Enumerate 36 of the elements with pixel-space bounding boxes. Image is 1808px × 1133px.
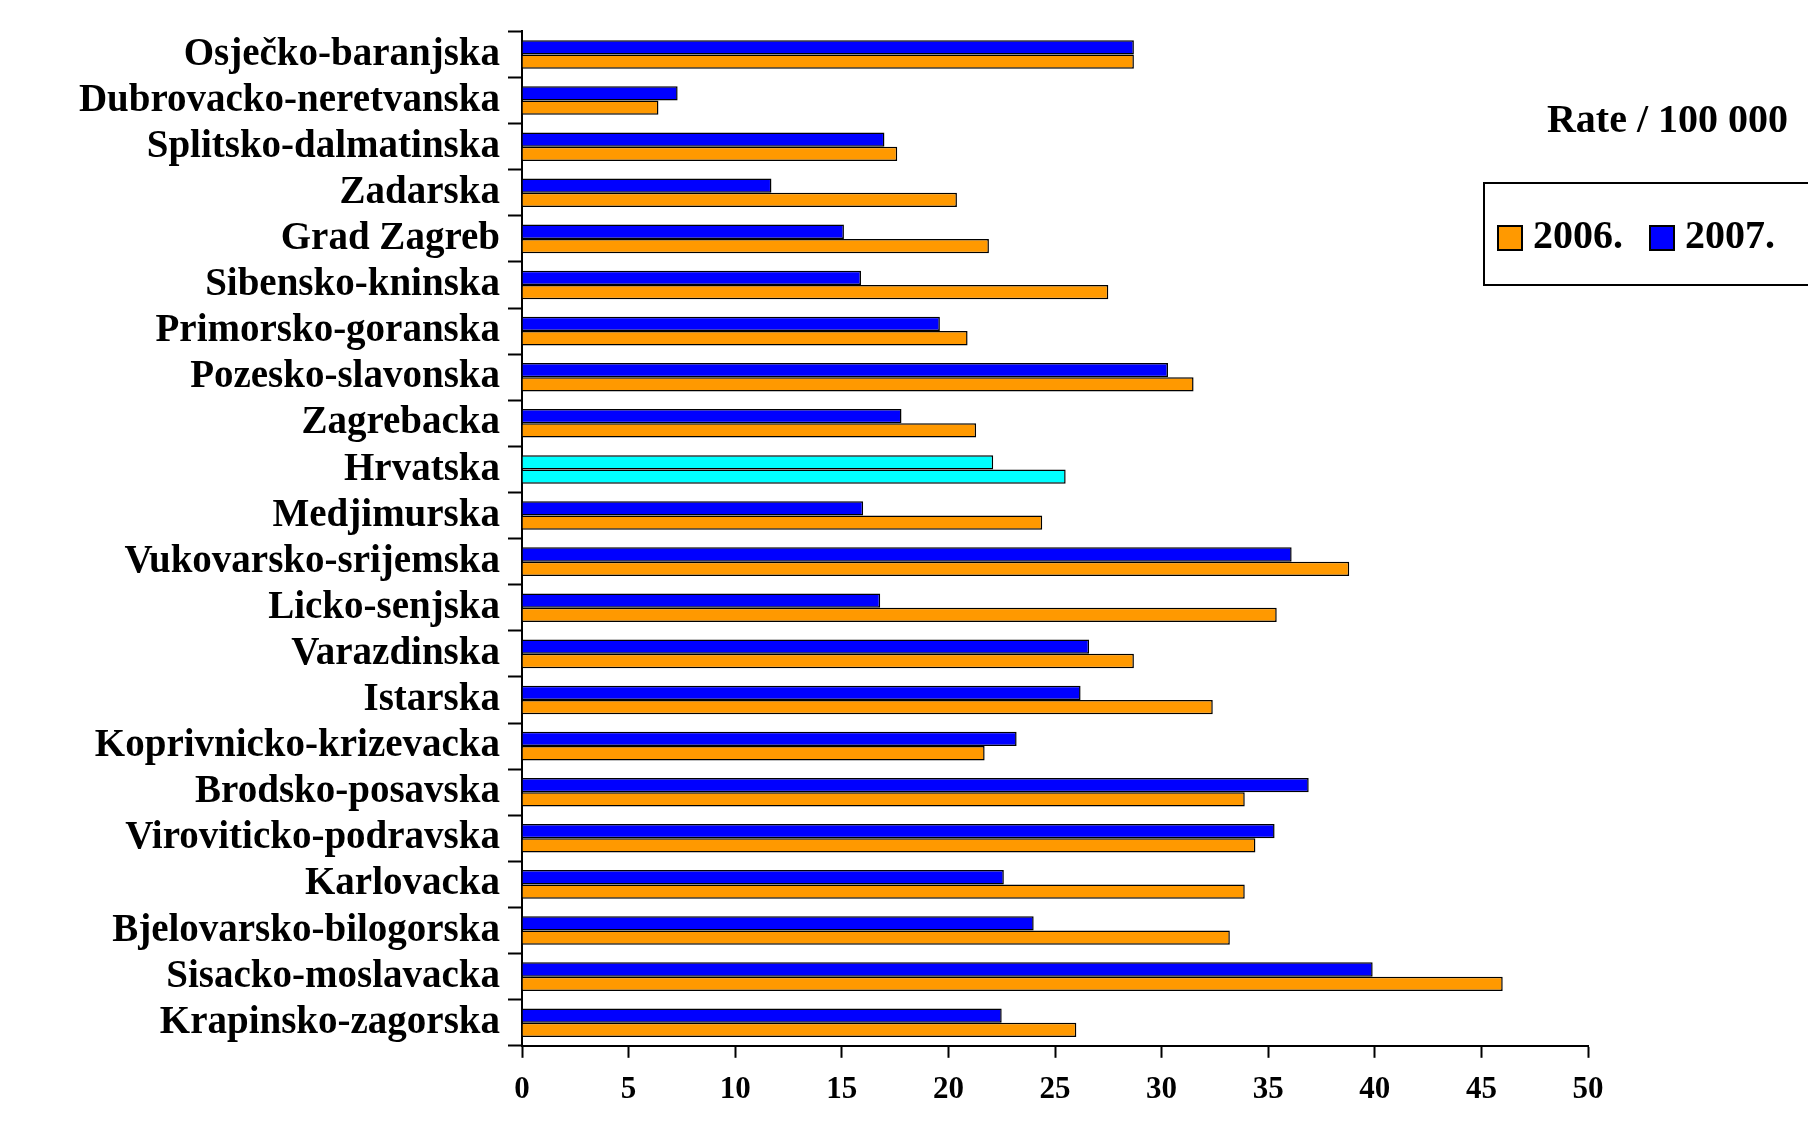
y-tick-label: Licko-senjska — [268, 582, 500, 627]
y-tick-label: Hrvatska — [344, 444, 500, 488]
y-tick-label: Varazdinska — [291, 628, 500, 672]
y-tick-label: Vukovarsko-srijemska — [124, 536, 500, 581]
y-tick-label: Zadarska — [339, 167, 500, 211]
y-tick-label: Krapinsko-zagorska — [159, 997, 500, 1042]
x-tick-label: 5 — [620, 1070, 637, 1106]
y-tick-label: Brodsko-posavska — [195, 767, 500, 812]
x-tick-label: 25 — [1039, 1070, 1071, 1106]
x-tick-label: 30 — [1146, 1070, 1178, 1106]
x-tick-label: 15 — [826, 1070, 858, 1106]
x-tick-label: 35 — [1252, 1070, 1284, 1106]
legend-label: 2006. — [1532, 210, 1623, 258]
x-tick-label: 0 — [514, 1070, 530, 1106]
y-tick-label: Zagrebacka — [301, 398, 500, 443]
y-tick-label: Karlovacka — [305, 859, 500, 903]
y-tick-label: Medjimurska — [272, 490, 500, 535]
x-tick-label: 45 — [1465, 1070, 1497, 1106]
y-tick-label: Sibensko-kninska — [205, 260, 500, 304]
x-tick-label: 40 — [1359, 1070, 1391, 1106]
y-tick-label: Splitsko-dalmatinska — [146, 121, 500, 166]
legend-label: 2007. — [1684, 210, 1775, 258]
y-tick-label: Pozesko-slavonska — [190, 352, 500, 396]
y-tick-label: Grad Zagreb — [280, 213, 500, 258]
x-tick-label: 50 — [1572, 1070, 1604, 1106]
x-tick-label: 10 — [719, 1070, 751, 1106]
x-tick-label: 20 — [932, 1070, 964, 1106]
y-tick-label: Koprivnicko-krizevacka — [94, 721, 500, 766]
y-tick-label: Dubrovacko-neretvanska — [78, 75, 500, 119]
y-tick-label: Osječko-baranjska — [183, 29, 500, 74]
y-tick-label: Sisacko-moslavacka — [166, 951, 500, 995]
y-tick-label: Viroviticko-podravska — [125, 813, 500, 858]
text: Rate / 100 000 — [1546, 95, 1788, 142]
y-tick-label: Primorsko-goranska — [155, 306, 500, 351]
y-tick-label: Istarska — [363, 675, 500, 719]
y-tick-label: Bjelovarsko-bilogorska — [112, 905, 500, 950]
